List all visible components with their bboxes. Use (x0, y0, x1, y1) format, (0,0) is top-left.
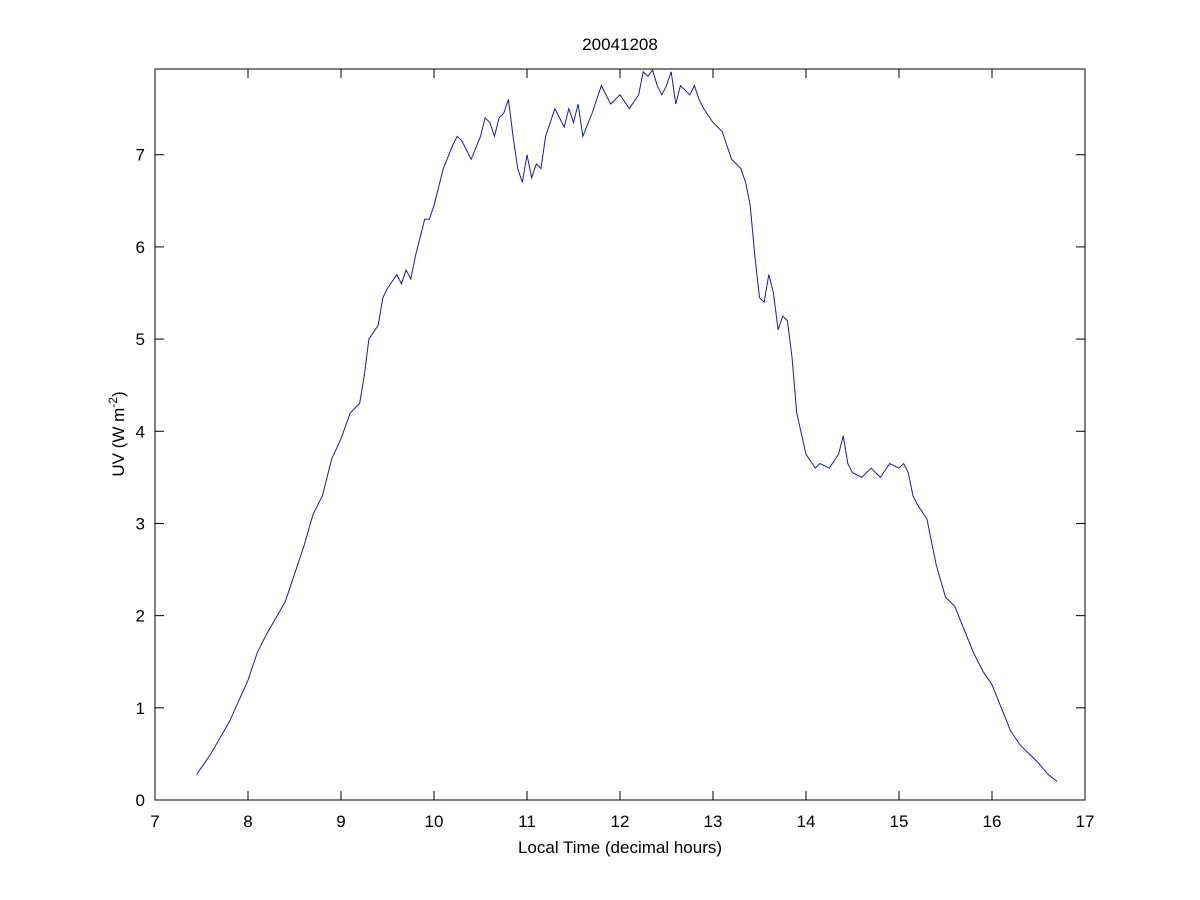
y-tick-label: 2 (136, 607, 145, 626)
y-tick-label: 0 (136, 791, 145, 810)
y-tick-label: 5 (136, 330, 145, 349)
x-tick-label: 16 (983, 812, 1002, 831)
y-tick-label: 7 (136, 146, 145, 165)
x-tick-label: 9 (336, 812, 345, 831)
data-line (196, 68, 1058, 782)
y-tick-label: 1 (136, 699, 145, 718)
x-tick-label: 14 (797, 812, 816, 831)
x-axis-label: Local Time (decimal hours) (518, 838, 722, 857)
x-tick-label: 17 (1076, 812, 1095, 831)
y-axis-label: UV (W m-2) (106, 391, 128, 476)
x-tick-label: 7 (150, 812, 159, 831)
y-axis-label-end: ) (109, 391, 128, 397)
x-tick-label: 10 (425, 812, 444, 831)
x-tick-label: 12 (611, 812, 630, 831)
y-tick-label: 3 (136, 514, 145, 533)
y-tick-label: 6 (136, 238, 145, 257)
y-axis-label-superscript: -2 (106, 397, 120, 408)
y-tick-label: 4 (136, 422, 145, 441)
y-axis-label-text: UV (W m (109, 408, 128, 477)
chart-title: 20041208 (582, 35, 658, 54)
x-tick-label: 15 (890, 812, 909, 831)
x-tick-label: 11 (518, 812, 536, 831)
x-tick-label: 13 (704, 812, 723, 831)
plot-area (154, 68, 1086, 801)
x-tick-label: 8 (243, 812, 252, 831)
